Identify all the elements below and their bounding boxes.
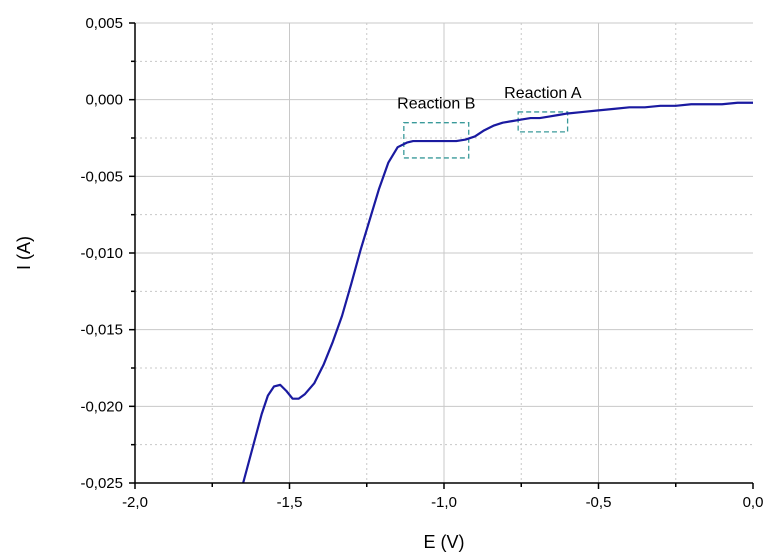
annotation-label: Reaction A [504,85,582,102]
y-tick-label: -0,005 [80,168,123,185]
x-axis-title: E (V) [423,532,464,552]
y-tick-label: 0,000 [85,92,123,109]
y-tick-label: -0,010 [80,245,123,262]
y-tick-label: -0,015 [80,322,123,339]
x-tick-label: 0,0 [743,494,764,511]
y-axis-title: I (A) [14,236,34,270]
annotations: Reaction B Reaction A [397,85,582,159]
x-tick-label: -0,5 [586,494,612,511]
ticks: -2,0 -1,5 -1,0 -0,5 0,0 0,005 0,000 -0,005 -0,01… [80,15,763,511]
y-tick-label: 0,005 [85,15,123,32]
x-tick-label: -2,0 [122,494,148,511]
annotation-box [517,111,569,133]
annotation-box [403,122,470,159]
y-tick-label: -0,020 [80,398,123,415]
annotation-label: Reaction B [397,96,475,113]
series-line [242,101,753,484]
x-tick-label: -1,5 [277,494,303,511]
grid [135,22,753,483]
y-tick-label: -0,025 [80,475,123,492]
x-tick-label: -1,0 [431,494,457,511]
